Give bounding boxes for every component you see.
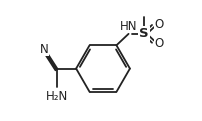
Text: H₂N: H₂N <box>46 90 68 103</box>
Text: O: O <box>155 18 164 31</box>
Text: HN: HN <box>120 19 137 33</box>
Text: S: S <box>139 27 149 40</box>
Text: N: N <box>40 43 49 56</box>
Text: O: O <box>155 37 164 50</box>
